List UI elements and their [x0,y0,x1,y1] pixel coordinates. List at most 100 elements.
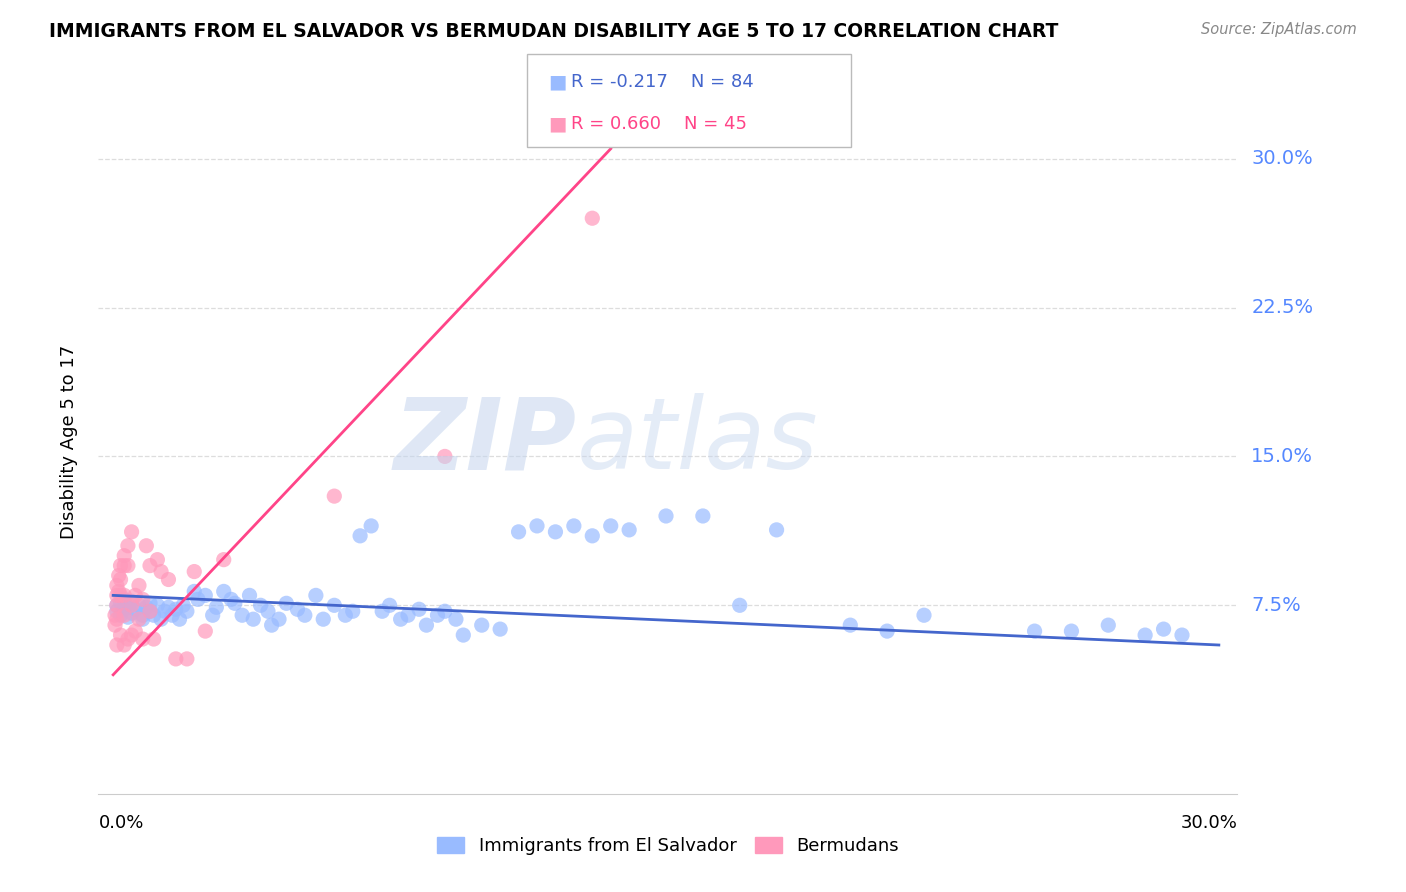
Point [305,588,328,602]
Point [131,612,153,626]
Point [165,602,187,616]
Point [121,599,143,613]
Point [617,523,640,537]
Point [183,565,205,579]
Point [146,552,169,566]
Text: 30.0%: 30.0% [1181,814,1237,831]
Text: ZIP: ZIP [394,393,576,490]
Point [287,602,309,616]
Point [112,602,135,616]
Point [139,604,162,618]
Point [1171,628,1194,642]
Point [433,450,456,464]
Point [104,618,127,632]
Point [135,600,157,615]
Point [124,624,146,639]
Point [112,549,135,563]
Point [312,612,335,626]
Point [110,596,132,610]
Point [194,588,217,602]
Point [912,608,935,623]
Point [839,618,862,632]
Point [526,519,548,533]
Point [433,604,456,618]
Point [105,578,128,592]
Point [1097,618,1119,632]
Point [117,539,139,553]
Point [201,608,224,623]
Point [655,508,678,523]
Point [110,608,132,623]
Point [389,612,412,626]
Point [205,600,228,615]
Point [360,519,382,533]
Point [153,604,176,618]
Point [110,573,132,587]
Point [453,628,475,642]
Point [117,600,139,615]
Point [581,211,603,226]
Point [349,529,371,543]
Point [408,602,430,616]
Point [121,524,143,539]
Point [426,608,449,623]
Point [335,608,357,623]
Point [112,588,135,602]
Y-axis label: Disability Age 5 to 17: Disability Age 5 to 17 [59,344,77,539]
Point [135,539,157,553]
Text: 15.0%: 15.0% [1251,447,1313,466]
Point [142,608,165,623]
Point [105,588,128,602]
Text: 7.5%: 7.5% [1251,596,1301,615]
Point [105,599,128,613]
Legend: Immigrants from El Salvador, Bermudans: Immigrants from El Salvador, Bermudans [430,830,905,863]
Point [110,558,132,573]
Point [139,604,162,618]
Text: atlas: atlas [576,393,818,490]
Point [128,599,150,613]
Point [224,596,246,610]
Point [692,508,714,523]
Point [124,588,146,602]
Point [107,568,129,582]
Point [342,604,364,618]
Point [249,599,271,613]
Point [323,489,346,503]
Point [112,558,135,573]
Point [544,524,567,539]
Point [107,584,129,599]
Point [231,608,253,623]
Point [378,599,401,613]
Text: IMMIGRANTS FROM EL SALVADOR VS BERMUDAN DISABILITY AGE 5 TO 17 CORRELATION CHART: IMMIGRANTS FROM EL SALVADOR VS BERMUDAN … [49,22,1059,41]
Point [194,624,217,639]
Text: 30.0%: 30.0% [1251,149,1313,169]
Point [294,608,316,623]
Point [105,638,128,652]
Point [139,596,162,610]
Point [599,519,621,533]
Point [117,610,139,624]
Point [219,592,242,607]
Point [728,599,751,613]
Point [110,588,132,602]
Point [165,652,187,666]
Point [187,592,209,607]
Point [489,622,512,636]
Text: ■: ■ [548,114,567,134]
Point [212,584,235,599]
Point [131,632,153,646]
Point [146,599,169,613]
Point [121,594,143,608]
Point [150,565,173,579]
Point [121,628,143,642]
Point [1024,624,1046,639]
Point [415,618,437,632]
Point [157,573,180,587]
Point [112,608,135,623]
Point [128,612,150,626]
Point [105,604,128,618]
Point [128,578,150,592]
Point [396,608,419,623]
Text: Source: ZipAtlas.com: Source: ZipAtlas.com [1201,22,1357,37]
Point [1133,628,1156,642]
